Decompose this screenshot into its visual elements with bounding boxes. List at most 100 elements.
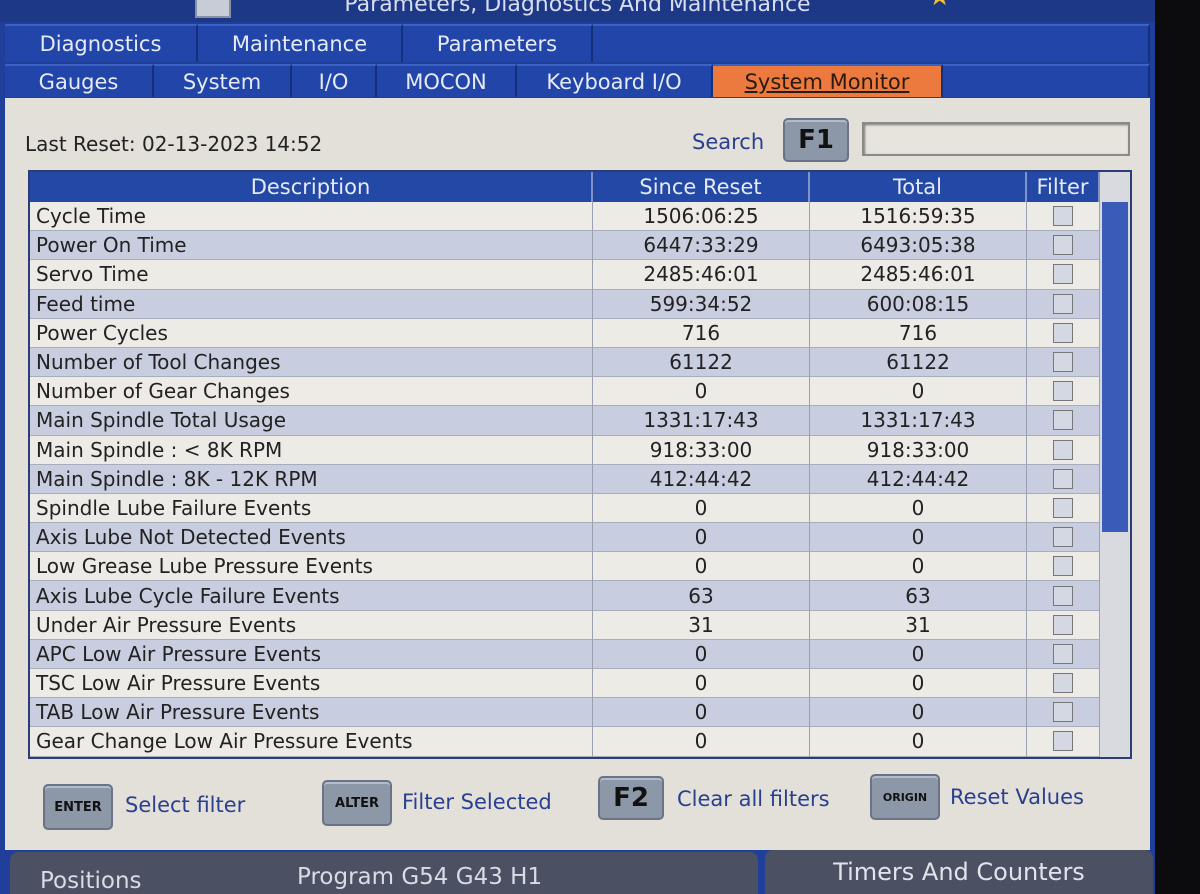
- row-description: Power On Time: [30, 231, 593, 261]
- f2-key-button[interactable]: F2: [598, 776, 664, 820]
- table-row[interactable]: Number of Tool Changes 61122 61122: [30, 347, 1102, 378]
- row-total: 716: [810, 318, 1027, 348]
- filter-checkbox[interactable]: [1053, 673, 1073, 694]
- table-row[interactable]: Cycle Time 1506:06:25 1516:59:35: [30, 202, 1102, 232]
- row-description: Under Air Pressure Events: [30, 610, 593, 640]
- table-row[interactable]: Feed time 599:34:52 600:08:15: [30, 289, 1102, 319]
- tab-maintenance[interactable]: Maintenance: [198, 24, 403, 62]
- row-total: 918:33:00: [810, 435, 1027, 465]
- tab-parameters[interactable]: Parameters: [403, 24, 593, 62]
- row-filter-cell: [1027, 435, 1100, 465]
- filter-checkbox[interactable]: [1053, 643, 1073, 664]
- filter-checkbox[interactable]: [1053, 468, 1073, 489]
- scrollbar[interactable]: [1100, 202, 1130, 757]
- system-monitor-table: Description Since Reset Total Filter Cyc…: [28, 170, 1132, 759]
- row-total: 2485:46:01: [810, 260, 1027, 290]
- table-row[interactable]: TAB Low Air Pressure Events 0 0: [30, 698, 1102, 728]
- row-filter-cell: [1027, 581, 1100, 611]
- top-tabs: Diagnostics Maintenance Parameters: [5, 24, 1150, 62]
- filter-checkbox[interactable]: [1053, 556, 1073, 577]
- menu-icon[interactable]: [195, 0, 231, 18]
- row-since-reset: 2485:46:01: [593, 260, 810, 290]
- row-total: 600:08:15: [810, 289, 1027, 319]
- table-row[interactable]: Spindle Lube Failure Events 0 0: [30, 493, 1102, 524]
- positions-label: Positions: [40, 868, 142, 894]
- row-total: 63: [810, 581, 1027, 611]
- row-description: Axis Lube Cycle Failure Events: [30, 581, 593, 611]
- search-input[interactable]: [862, 122, 1130, 156]
- hint-clear-all-filters: Clear all filters: [677, 787, 830, 811]
- row-filter-cell: [1027, 493, 1100, 524]
- filter-checkbox[interactable]: [1053, 206, 1073, 227]
- filter-checkbox[interactable]: [1053, 322, 1073, 343]
- row-filter-cell: [1027, 406, 1100, 436]
- tab-system-monitor[interactable]: System Monitor: [713, 64, 943, 97]
- row-since-reset: 6447:33:29: [593, 231, 810, 261]
- row-total: 0: [810, 552, 1027, 582]
- row-since-reset: 1331:17:43: [593, 406, 810, 436]
- table-row[interactable]: APC Low Air Pressure Events 0 0: [30, 639, 1102, 669]
- table-row[interactable]: Axis Lube Cycle Failure Events 63 63: [30, 581, 1102, 611]
- table-row[interactable]: Main Spindle : < 8K RPM 918:33:00 918:33…: [30, 435, 1102, 465]
- row-filter-cell: [1027, 523, 1100, 553]
- filter-checkbox[interactable]: [1053, 439, 1073, 460]
- scrollbar-thumb[interactable]: [1102, 202, 1128, 532]
- row-since-reset: 0: [593, 639, 810, 669]
- row-description: Main Spindle : 8K - 12K RPM: [30, 464, 593, 494]
- filter-checkbox[interactable]: [1053, 410, 1073, 431]
- table-row[interactable]: Axis Lube Not Detected Events 0 0: [30, 523, 1102, 553]
- filter-checkbox[interactable]: [1053, 614, 1073, 635]
- table-row[interactable]: Power On Time 6447:33:29 6493:05:38: [30, 231, 1102, 261]
- row-filter-cell: [1027, 669, 1100, 699]
- filter-checkbox[interactable]: [1053, 381, 1073, 402]
- table-row[interactable]: Gear Change Low Air Pressure Events 0 0: [30, 727, 1102, 757]
- origin-key-button[interactable]: ORIGIN: [870, 774, 940, 820]
- filter-checkbox[interactable]: [1053, 497, 1073, 518]
- row-filter-cell: [1027, 377, 1100, 407]
- row-since-reset: 0: [593, 727, 810, 757]
- row-description: Main Spindle Total Usage: [30, 406, 593, 436]
- positions-pane-tab[interactable]: Positions Program G54 G43 H1: [10, 852, 758, 894]
- screen: Parameters, Diagnostics And Maintenance …: [0, 0, 1155, 894]
- filter-checkbox[interactable]: [1053, 702, 1073, 723]
- filter-checkbox[interactable]: [1053, 352, 1073, 373]
- tab-gauges[interactable]: Gauges: [5, 64, 154, 97]
- row-total: 0: [810, 727, 1027, 757]
- row-since-reset: 412:44:42: [593, 464, 810, 494]
- row-since-reset: 0: [593, 552, 810, 582]
- tab-system[interactable]: System: [154, 64, 292, 97]
- row-since-reset: 0: [593, 669, 810, 699]
- tab-diagnostics[interactable]: Diagnostics: [5, 24, 198, 62]
- row-description: Low Grease Lube Pressure Events: [30, 552, 593, 582]
- f1-key-button[interactable]: F1: [783, 118, 849, 162]
- tab-io[interactable]: I/O: [292, 64, 377, 97]
- table-row[interactable]: Servo Time 2485:46:01 2485:46:01: [30, 260, 1102, 290]
- table-row[interactable]: Under Air Pressure Events 31 31: [30, 610, 1102, 640]
- row-description: Gear Change Low Air Pressure Events: [30, 727, 593, 757]
- row-total: 1516:59:35: [810, 202, 1027, 232]
- filter-checkbox[interactable]: [1053, 235, 1073, 256]
- filter-checkbox[interactable]: [1053, 293, 1073, 314]
- alter-key-button[interactable]: ALTER: [322, 780, 392, 826]
- row-total: 31: [810, 610, 1027, 640]
- row-since-reset: 31: [593, 610, 810, 640]
- row-filter-cell: [1027, 464, 1100, 494]
- row-description: Power Cycles: [30, 318, 593, 348]
- table-row[interactable]: Main Spindle Total Usage 1331:17:43 1331…: [30, 406, 1102, 436]
- enter-key-button[interactable]: ENTER: [43, 784, 113, 830]
- col-since-reset: Since Reset: [593, 172, 810, 202]
- search-label: Search: [692, 130, 765, 154]
- table-row[interactable]: Power Cycles 716 716: [30, 318, 1102, 348]
- row-description: Number of Gear Changes: [30, 377, 593, 407]
- table-row[interactable]: Number of Gear Changes 0 0: [30, 377, 1102, 407]
- timers-and-counters-tab[interactable]: Timers And Counters: [765, 850, 1153, 894]
- tab-mocon[interactable]: MOCON: [377, 64, 517, 97]
- filter-checkbox[interactable]: [1053, 264, 1073, 285]
- table-row[interactable]: Low Grease Lube Pressure Events 0 0: [30, 552, 1102, 582]
- tab-keyboard-io[interactable]: Keyboard I/O: [517, 64, 713, 97]
- filter-checkbox[interactable]: [1053, 731, 1073, 752]
- table-row[interactable]: Main Spindle : 8K - 12K RPM 412:44:42 41…: [30, 464, 1102, 494]
- filter-checkbox[interactable]: [1053, 527, 1073, 548]
- filter-checkbox[interactable]: [1053, 585, 1073, 606]
- table-row[interactable]: TSC Low Air Pressure Events 0 0: [30, 669, 1102, 699]
